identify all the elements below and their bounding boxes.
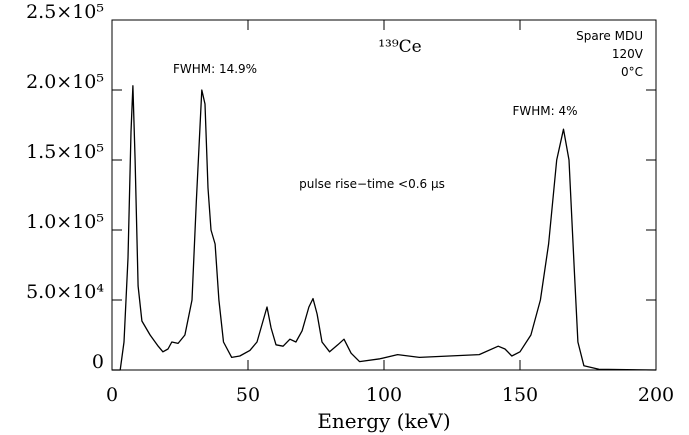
x-tick-label: 200 [638,384,674,406]
annotation: FWHM: 14.9% [173,62,257,76]
spectrum-line [112,85,657,371]
annotation: FWHM: 4% [512,104,577,118]
y-tick-label: 0 [92,351,104,373]
y-tick-label: 2.0×10⁵ [26,71,104,93]
x-tick-label: 50 [236,384,260,406]
x-tick-label: 150 [502,384,538,406]
y-tick-label: 1.5×10⁵ [26,141,104,163]
x-axis-label: Energy (keV) [317,409,450,433]
y-tick-label: 2.5×10⁵ [26,1,104,23]
x-tick-label: 100 [366,384,402,406]
annotation: ¹³⁹Ce [378,37,422,57]
x-tick-label: 0 [106,384,118,406]
annotation: Spare MDU [576,29,643,43]
annotation: 0°C [621,65,643,79]
annotation: pulse rise−time <0.6 μs [299,177,445,191]
y-tick-label: 5.0×10⁴ [26,281,104,303]
annotation: 120V [612,47,644,61]
y-tick-label: 1.0×10⁵ [26,211,104,233]
